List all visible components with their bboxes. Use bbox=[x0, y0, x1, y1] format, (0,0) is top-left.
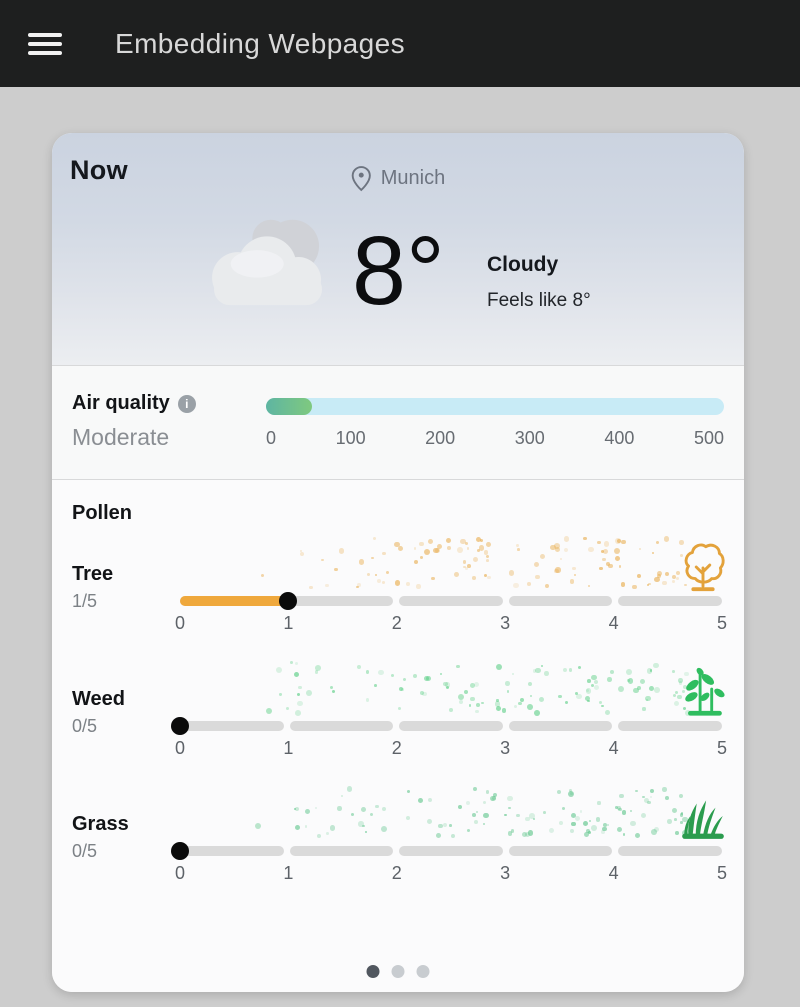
pollen-tick: 5 bbox=[716, 613, 728, 633]
pollen-slider[interactable] bbox=[180, 592, 722, 610]
pollen-scatter bbox=[180, 533, 722, 591]
condition-text: Cloudy bbox=[487, 253, 559, 276]
pollen-row-grass: Grass 0/5 0 1 2 3 4 5 bbox=[52, 783, 744, 905]
grass-icon bbox=[682, 800, 724, 839]
air-quality-tick: 500 bbox=[693, 428, 724, 448]
pollen-value: 1/5 bbox=[72, 591, 98, 611]
pollen-slider-knob[interactable] bbox=[279, 592, 298, 610]
pollen-tick: 3 bbox=[500, 863, 511, 883]
pollen-scale: 0 1 2 3 4 5 bbox=[175, 863, 727, 885]
location[interactable]: Munich bbox=[351, 165, 445, 192]
air-quality-tick: 0 bbox=[266, 428, 277, 448]
feels-like-text: Feels like 8° bbox=[487, 290, 591, 311]
air-quality-tick: 200 bbox=[425, 428, 456, 448]
air-quality-level: Moderate bbox=[72, 424, 170, 450]
pollen-slider-fill bbox=[180, 596, 289, 606]
pollen-tick: 2 bbox=[391, 738, 402, 758]
pollen-tick: 0 bbox=[174, 863, 186, 883]
now-label: Now bbox=[70, 155, 128, 185]
pollen-row-tree: Tree 1/5 0 1 2 3 4 5 bbox=[52, 533, 744, 655]
pollen-tick: 0 bbox=[174, 738, 186, 758]
app-header: Embedding Webpages bbox=[0, 0, 800, 87]
pollen-tick: 2 bbox=[391, 863, 402, 883]
weed-icon bbox=[685, 667, 725, 716]
pollen-scatter bbox=[180, 783, 722, 841]
pagination-dot[interactable] bbox=[366, 965, 380, 978]
hamburger-menu-icon[interactable] bbox=[28, 32, 62, 55]
pagination-dot[interactable] bbox=[391, 965, 405, 978]
pollen-tick: 1 bbox=[283, 613, 294, 633]
pollen-scale: 0 1 2 3 4 5 bbox=[175, 613, 727, 635]
air-quality-section: Air quality i Moderate 0 100 200 300 400 500 bbox=[52, 365, 744, 480]
pollen-tick: 4 bbox=[608, 613, 619, 633]
weather-widget-card: Now Munich 8° Cloudy Feels like bbox=[52, 133, 744, 992]
pollen-name: Tree bbox=[72, 563, 114, 585]
pollen-tick: 2 bbox=[391, 613, 402, 633]
pollen-scatter bbox=[180, 658, 722, 717]
pollen-tick: 1 bbox=[283, 863, 294, 883]
air-quality-label: Air quality bbox=[72, 392, 170, 414]
carousel-pagination bbox=[366, 965, 430, 978]
location-name: Munich bbox=[380, 167, 446, 189]
pollen-value: 0/5 bbox=[72, 841, 98, 861]
pollen-tick: 4 bbox=[608, 863, 619, 883]
pollen-name: Grass bbox=[72, 813, 129, 835]
pollen-tick: 3 bbox=[500, 738, 511, 758]
pollen-slider-knob[interactable] bbox=[171, 717, 189, 735]
pollen-section: Pollen Tree 1/5 0 1 2 3 4 5 Weed bbox=[52, 480, 744, 992]
pollen-row-weed: Weed 0/5 bbox=[52, 658, 744, 780]
pollen-tick: 5 bbox=[716, 863, 728, 883]
page-title: Embedding Webpages bbox=[115, 27, 405, 59]
air-quality-tick: 400 bbox=[604, 428, 635, 448]
air-quality-gauge bbox=[266, 398, 724, 415]
air-quality-tick: 100 bbox=[335, 428, 366, 448]
pollen-heading: Pollen bbox=[72, 502, 133, 524]
pagination-dot[interactable] bbox=[416, 965, 430, 978]
air-quality-tick: 300 bbox=[514, 428, 545, 448]
pollen-tick: 0 bbox=[174, 613, 186, 633]
air-quality-fill bbox=[266, 398, 312, 415]
current-conditions-panel: Now Munich 8° Cloudy Feels like bbox=[52, 133, 744, 365]
pollen-slider[interactable] bbox=[171, 717, 722, 735]
pollen-tick: 5 bbox=[716, 738, 728, 758]
current-temperature: 8° bbox=[352, 216, 445, 325]
cloudy-icon bbox=[212, 219, 323, 306]
pollen-slider[interactable] bbox=[171, 842, 722, 860]
tree-icon bbox=[684, 543, 725, 592]
pollen-scale: 0 1 2 3 4 5 bbox=[175, 738, 727, 760]
pollen-slider-knob[interactable] bbox=[171, 842, 189, 860]
pollen-name: Weed bbox=[72, 688, 125, 710]
air-quality-scale: 0 100 200 300 400 500 bbox=[266, 428, 724, 449]
location-pin-icon bbox=[351, 166, 371, 192]
info-icon[interactable]: i bbox=[177, 394, 196, 413]
pollen-value: 0/5 bbox=[72, 716, 98, 736]
pollen-tick: 1 bbox=[283, 738, 294, 758]
pollen-tick: 4 bbox=[608, 738, 619, 758]
condition-block: Cloudy Feels like 8° bbox=[487, 253, 591, 312]
pollen-tick: 3 bbox=[500, 613, 511, 633]
